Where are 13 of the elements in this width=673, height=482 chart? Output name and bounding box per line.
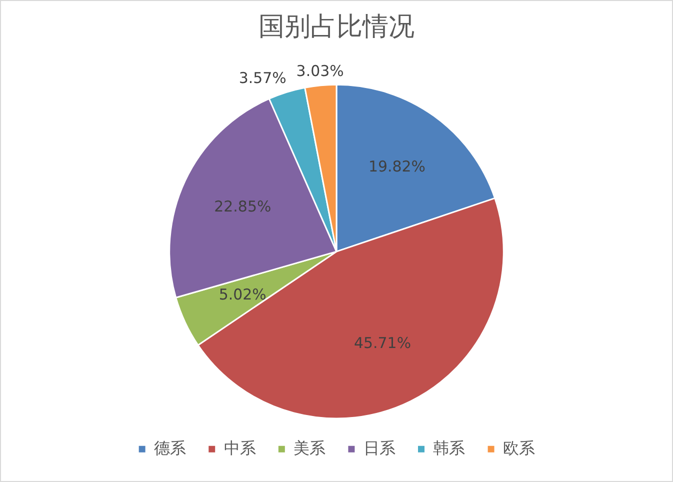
legend-label: 韩系 bbox=[433, 438, 466, 458]
data-label: 5.02% bbox=[218, 285, 266, 304]
legend-label: 德系 bbox=[154, 438, 186, 458]
data-label: 45.71% bbox=[354, 334, 412, 352]
chart-title: 国别占比情况 bbox=[258, 12, 415, 42]
legend-label: 中系 bbox=[224, 438, 256, 458]
data-label: 19.82% bbox=[368, 157, 426, 176]
legend-label: 日系 bbox=[363, 438, 396, 458]
legend-label: 美系 bbox=[294, 438, 326, 458]
legend-label: 欧系 bbox=[503, 438, 536, 458]
data-label: 3.03% bbox=[296, 62, 344, 80]
data-label: 22.85% bbox=[214, 198, 272, 216]
data-label: 3.57% bbox=[238, 68, 286, 87]
